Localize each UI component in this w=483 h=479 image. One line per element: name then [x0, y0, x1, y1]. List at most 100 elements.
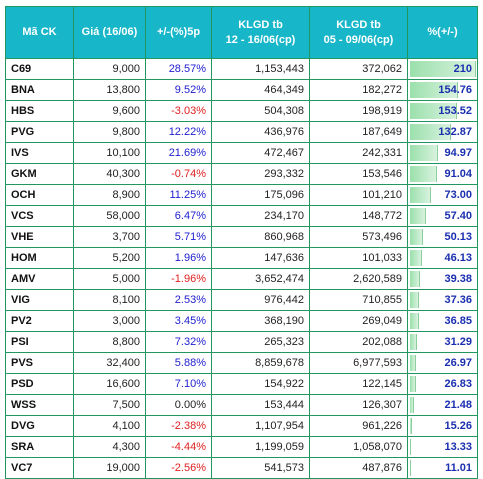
- header-klgd-previous-line1: KLGD tb: [336, 18, 381, 31]
- cell-change: 7.32%: [145, 331, 212, 353]
- pct-data-bar: [410, 145, 439, 161]
- table-row: VIG 8,100 2.53% 976,442 710,855 37.36: [5, 289, 478, 311]
- table-row: DVG 4,100 -2.38% 1,107,954 961,226 15.26: [5, 415, 478, 437]
- pct-data-bar: [410, 166, 437, 182]
- cell-symbol: VHE: [5, 226, 74, 248]
- cell-change: 0.00%: [145, 394, 212, 416]
- cell-pct-change: 154.76: [407, 79, 478, 101]
- cell-pct-change: 153.52: [407, 100, 478, 122]
- cell-change: -4.44%: [145, 436, 212, 458]
- cell-klgd-current: 504,308: [211, 100, 310, 122]
- cell-klgd-current: 234,170: [211, 205, 310, 227]
- pct-value: 132.87: [438, 126, 472, 138]
- pct-value: 15.26: [444, 420, 472, 432]
- cell-price: 8,800: [73, 331, 146, 353]
- cell-klgd-previous: 126,307: [309, 394, 408, 416]
- pct-value: 21.48: [444, 399, 472, 411]
- cell-change: 3.45%: [145, 310, 212, 332]
- pct-data-bar: [410, 355, 416, 371]
- table-row: HBS 9,600 -3.03% 504,308 198,919 153.52: [5, 100, 478, 122]
- cell-change: 9.52%: [145, 79, 212, 101]
- header-klgd-previous-line2: 05 - 09/06(cp): [323, 33, 394, 46]
- table-row: PVG 9,800 12.22% 436,976 187,649 132.87: [5, 121, 478, 143]
- cell-change: 1.96%: [145, 247, 212, 269]
- cell-change: 2.53%: [145, 289, 212, 311]
- cell-pct-change: 210: [407, 58, 478, 80]
- table-row: AMV 5,000 -1.96% 3,652,474 2,620,589 39.38: [5, 268, 478, 290]
- pct-value: 46.13: [444, 252, 472, 264]
- cell-price: 5,000: [73, 268, 146, 290]
- cell-symbol: OCH: [5, 184, 74, 206]
- cell-change: -2.38%: [145, 415, 212, 437]
- header-symbol: Mã CK: [5, 6, 74, 59]
- cell-price: 8,100: [73, 289, 146, 311]
- table-row: PSD 16,600 7.10% 154,922 122,145 26.83: [5, 373, 478, 395]
- cell-klgd-previous: 148,772: [309, 205, 408, 227]
- pct-data-bar: [410, 439, 412, 455]
- pct-value: 37.36: [444, 294, 472, 306]
- pct-value: 73.00: [444, 189, 472, 201]
- cell-price: 7,500: [73, 394, 146, 416]
- table-row: C69 9,000 28.57% 1,153,443 372,062 210: [5, 58, 478, 80]
- table-row: SRA 4,300 -4.44% 1,199,059 1,058,070 13.33: [5, 436, 478, 458]
- pct-value: 36.85: [444, 315, 472, 327]
- cell-change: -2.56%: [145, 457, 212, 479]
- cell-symbol: HBS: [5, 100, 74, 122]
- table-row: HOM 5,200 1.96% 147,636 101,033 46.13: [5, 247, 478, 269]
- cell-pct-change: 132.87: [407, 121, 478, 143]
- pct-data-bar: [410, 334, 418, 350]
- cell-klgd-current: 368,190: [211, 310, 310, 332]
- cell-change: 21.69%: [145, 142, 212, 164]
- cell-symbol: PSD: [5, 373, 74, 395]
- cell-price: 3,700: [73, 226, 146, 248]
- table-row: VCS 58,000 6.47% 234,170 148,772 57.40: [5, 205, 478, 227]
- cell-symbol: AMV: [5, 268, 74, 290]
- pct-value: 11.01: [445, 462, 472, 474]
- pct-data-bar: [410, 103, 458, 119]
- cell-price: 16,600: [73, 373, 146, 395]
- cell-klgd-current: 8,859,678: [211, 352, 310, 374]
- pct-data-bar: [410, 187, 431, 203]
- pct-value: 91.04: [444, 168, 472, 180]
- cell-klgd-current: 860,968: [211, 226, 310, 248]
- cell-klgd-current: 293,332: [211, 163, 310, 185]
- cell-klgd-previous: 573,496: [309, 226, 408, 248]
- cell-klgd-current: 1,107,954: [211, 415, 310, 437]
- cell-symbol: VC7: [5, 457, 74, 479]
- cell-pct-change: 57.40: [407, 205, 478, 227]
- pct-value: 50.13: [444, 231, 472, 243]
- pct-value: 57.40: [444, 210, 472, 222]
- cell-change: 5.71%: [145, 226, 212, 248]
- cell-price: 32,400: [73, 352, 146, 374]
- cell-pct-change: 46.13: [407, 247, 478, 269]
- stock-volume-table: Mã CK Giá (16/06) +/-(%)5p KLGD tb 12 - …: [5, 6, 478, 479]
- cell-change: -0.74%: [145, 163, 212, 185]
- table-body: C69 9,000 28.57% 1,153,443 372,062 210 BNA 13,8…: [5, 58, 478, 479]
- cell-klgd-previous: 6,977,593: [309, 352, 408, 374]
- cell-klgd-current: 265,323: [211, 331, 310, 353]
- cell-klgd-current: 147,636: [211, 247, 310, 269]
- cell-pct-change: 39.38: [407, 268, 478, 290]
- cell-pct-change: 50.13: [407, 226, 478, 248]
- cell-klgd-previous: 153,546: [309, 163, 408, 185]
- cell-klgd-current: 1,199,059: [211, 436, 310, 458]
- cell-pct-change: 36.85: [407, 310, 478, 332]
- header-klgd-current-line2: 12 - 16/06(cp): [225, 33, 296, 46]
- header-klgd-previous: KLGD tb 05 - 09/06(cp): [309, 6, 408, 59]
- pct-data-bar: [410, 376, 416, 392]
- cell-pct-change: 26.97: [407, 352, 478, 374]
- pct-value: 39.38: [444, 273, 472, 285]
- cell-klgd-previous: 202,088: [309, 331, 408, 353]
- cell-change: 7.10%: [145, 373, 212, 395]
- cell-klgd-previous: 101,033: [309, 247, 408, 269]
- data-table-container: Mã CK Giá (16/06) +/-(%)5p KLGD tb 12 - …: [5, 6, 478, 479]
- cell-symbol: SRA: [5, 436, 74, 458]
- cell-change: 11.25%: [145, 184, 212, 206]
- cell-klgd-previous: 242,331: [309, 142, 408, 164]
- pct-value: 26.83: [444, 378, 472, 390]
- cell-klgd-current: 153,444: [211, 394, 310, 416]
- cell-klgd-current: 472,467: [211, 142, 310, 164]
- cell-symbol: C69: [5, 58, 74, 80]
- cell-pct-change: 73.00: [407, 184, 478, 206]
- cell-price: 9,000: [73, 58, 146, 80]
